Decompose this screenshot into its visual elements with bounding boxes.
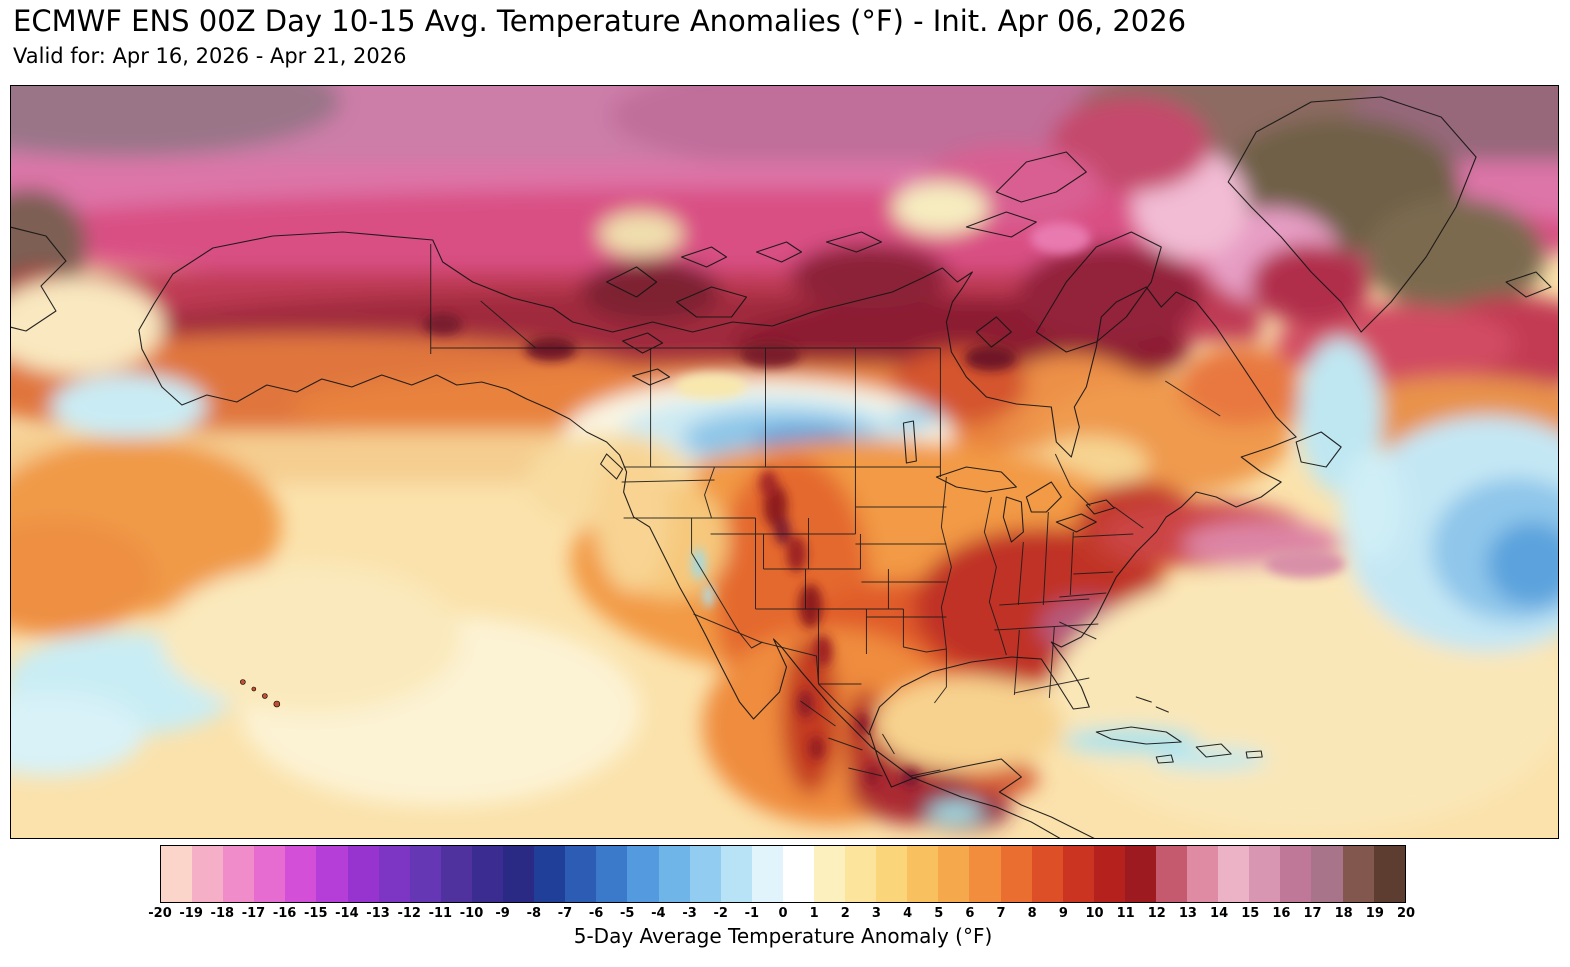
colorbar-segment	[1062, 846, 1094, 902]
colorbar-tick-label: 2	[840, 906, 850, 921]
colorbar-tick-label: -14	[335, 906, 359, 921]
colorbar-tick-label: -15	[304, 906, 328, 921]
colorbar-tick-label: 8	[1027, 906, 1037, 921]
colorbar-ticks: -20 -19 -18 -17 -16 -15 -14 -13 -12 -11 -10 -9 -8 -7-…	[148, 906, 1415, 923]
colorbar-tick-label: -11	[428, 906, 453, 921]
colorbar-segment	[1000, 846, 1032, 902]
colorbar-segment	[720, 846, 752, 902]
colorbar	[160, 845, 1406, 903]
colorbar-tick-label: -16	[272, 906, 297, 921]
state-province-borders	[430, 244, 1221, 777]
colorbar-tick-label: -13	[366, 906, 390, 921]
colorbar-tick-label: 13	[1178, 906, 1197, 921]
colorbar-segment	[440, 846, 472, 902]
colorbar-segment	[471, 846, 504, 902]
colorbar-tick-label: 9	[1058, 906, 1068, 921]
colorbar-tick-label: -20	[148, 906, 172, 921]
colorbar-tick-label: -8	[526, 906, 542, 921]
valid-period-subtitle: Valid for: Apr 16, 2026 - Apr 21, 2026	[13, 44, 407, 68]
colorbar-segment	[534, 846, 566, 902]
colorbar-segment	[1373, 846, 1405, 902]
colorbar-segment	[876, 846, 908, 902]
colorbar-tick-label: -12	[397, 906, 421, 921]
coastlines-and-borders	[11, 96, 1552, 838]
temperature-anomaly-field	[11, 86, 1558, 833]
colorbar-tick-label: 4	[903, 906, 913, 921]
colorbar-tick-label: -6	[588, 906, 604, 921]
colorbar-tick-label: -10	[459, 906, 484, 921]
colorbar-tick-label: 11	[1116, 906, 1135, 921]
anomaly-map	[11, 86, 1558, 838]
colorbar-tick-label: 16	[1272, 906, 1291, 921]
colorbar-tick-label: -7	[557, 906, 573, 921]
colorbar-tick-label: 18	[1334, 906, 1353, 921]
colorbar-segment	[596, 846, 628, 902]
colorbar-segment	[1311, 846, 1343, 902]
colorbar-segment	[1187, 846, 1219, 902]
colorbar-tick-label: 14	[1210, 906, 1229, 921]
hawaii-islands	[240, 679, 281, 708]
colorbar-segment	[751, 846, 783, 902]
colorbar-segment	[782, 846, 814, 902]
colorbar-segment	[409, 846, 441, 902]
colorbar-segment	[907, 846, 939, 902]
colorbar-tick-label: -1	[744, 906, 760, 921]
colorbar-tick-label: 12	[1147, 906, 1166, 921]
colorbar-segment	[1156, 846, 1188, 902]
colorbar-segment	[1093, 846, 1125, 902]
colorbar-tick-label: 7	[996, 906, 1006, 921]
colorbar-tick-label: -19	[179, 906, 203, 921]
colorbar-segment	[565, 846, 597, 902]
colorbar-segment	[658, 846, 690, 902]
colorbar-segment	[1342, 846, 1374, 902]
colorbar-tick-label: 19	[1365, 906, 1384, 921]
colorbar-tick-label: -5	[620, 906, 635, 921]
colorbar-segment	[161, 846, 193, 902]
colorbar-tick-label: -3	[682, 906, 697, 921]
colorbar-tick-label: -17	[241, 906, 266, 921]
colorbar-tick-label: 15	[1241, 906, 1260, 921]
colorbar-tick-label: 20	[1396, 906, 1416, 921]
colorbar-segment	[254, 846, 286, 902]
colorbar-tick-label: -18	[210, 906, 235, 921]
colorbar-tick-label: 3	[871, 906, 881, 921]
colorbar-segment	[378, 846, 410, 902]
page-title: ECMWF ENS 00Z Day 10-15 Avg. Temperature…	[13, 4, 1187, 38]
colorbar-segment	[1218, 846, 1250, 902]
colorbar-segment	[285, 846, 317, 902]
colorbar-tick-label: 10	[1085, 906, 1104, 921]
colorbar-tick-label: 5	[934, 906, 944, 921]
colorbar-segment	[813, 846, 846, 902]
colorbar-tick-label: 0	[778, 906, 788, 921]
colorbar-tick-label: 1	[809, 906, 819, 921]
colorbar-segment	[503, 846, 535, 902]
colorbar-label: 5-Day Average Temperature Anomaly (°F)	[573, 924, 993, 948]
colorbar-tick-label: -9	[495, 906, 510, 921]
colorbar-segment	[223, 846, 255, 902]
colorbar-tick-label: 17	[1303, 906, 1322, 921]
colorbar-tick-label: 6	[965, 906, 975, 921]
colorbar-segment	[969, 846, 1001, 902]
colorbar-tick-label: -4	[651, 906, 666, 921]
colorbar-segment	[316, 846, 348, 902]
colorbar-segment	[689, 846, 721, 902]
colorbar-segment	[1031, 846, 1063, 902]
colorbar-segment	[192, 846, 224, 902]
colorbar-tick-label: -2	[713, 906, 728, 921]
anomaly-map-frame	[10, 85, 1559, 839]
colorbar-wrap: -20 -19 -18 -17 -16 -15 -14 -13 -12 -11 -10 -9 -8 -7-…	[148, 845, 1415, 923]
colorbar-segment	[1249, 846, 1281, 902]
colorbar-segment	[627, 846, 659, 902]
colorbar-segment	[1280, 846, 1312, 902]
colorbar-segment	[938, 846, 970, 902]
colorbar-segment	[845, 846, 877, 902]
colorbar-segment	[1124, 846, 1156, 902]
colorbar-segment	[347, 846, 379, 902]
